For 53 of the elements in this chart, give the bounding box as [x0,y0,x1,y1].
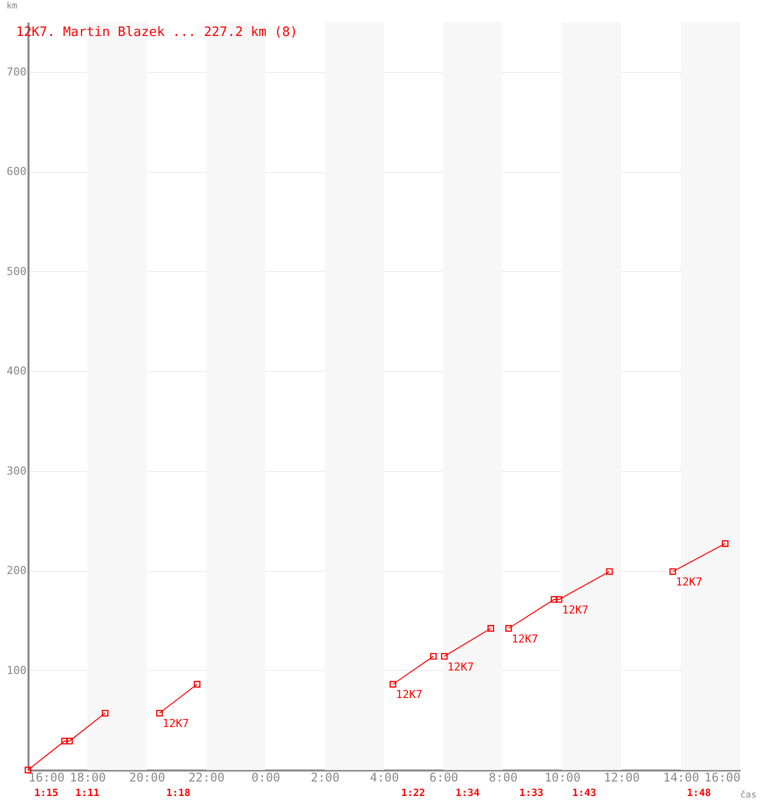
point [390,680,396,688]
x-tick-label: 16:00 [704,770,740,784]
point [430,652,437,660]
point [556,596,562,603]
x-tick-label: 14:00 [663,770,700,784]
y-tick-label: 500 [6,264,26,278]
point [722,540,729,547]
x-tick-label: 4:00 [370,770,399,784]
y-tick-label: 700 [6,65,26,78]
x-tick-label: 22:00 [188,770,225,784]
point [669,568,676,575]
annotation: 12K7 [447,660,474,674]
text: 1:34 [456,788,480,799]
point [505,625,512,632]
y-tick-label: 200 [6,564,26,578]
text: 1:15 [34,788,58,799]
annotation: 12K7 [396,688,422,702]
text: 1:33 [519,788,544,799]
x-tick-label: 10:00 [544,770,581,784]
x-tick-label: 6:00 [429,770,458,784]
point [440,652,448,660]
text: 1:43 [572,788,596,799]
y-axis-title: km [6,2,18,12]
point [550,596,558,603]
point [156,710,163,716]
x-tick-label: 0:00 [251,770,280,784]
y-tick-label: 400 [6,364,26,378]
point [66,738,73,744]
annotation: 12K7 [512,632,538,646]
text: 1:48 [686,788,712,799]
point [606,568,613,575]
text: 1:11 [75,788,100,799]
point [194,680,200,688]
text: 1:18 [166,788,190,799]
annotation: 12K7 [162,717,190,730]
point [102,710,108,716]
x-tick-label: 8:00 [488,770,518,784]
y-tick-label: 300 [6,464,26,478]
x-tick-label: 18:00 [70,770,106,784]
y-tick-label: 600 [6,165,26,178]
annotation: 12K7 [676,576,702,589]
text: 1:22 [401,788,426,799]
annotation: 12K7 [562,603,589,616]
x-tick-label: 20:00 [129,770,166,784]
chart-title: 12K7. Martin Blazek ... 227.2 km (8) [16,25,298,40]
point [61,738,68,744]
x-tick-label: 2:00 [310,770,340,784]
point [487,625,494,632]
y-tick-label: 100 [6,664,26,677]
x-tick-label: 12:00 [604,770,640,784]
x-tick-label: 16:00 [28,770,65,784]
point [24,766,32,774]
x-axis-title: čas [740,790,756,800]
